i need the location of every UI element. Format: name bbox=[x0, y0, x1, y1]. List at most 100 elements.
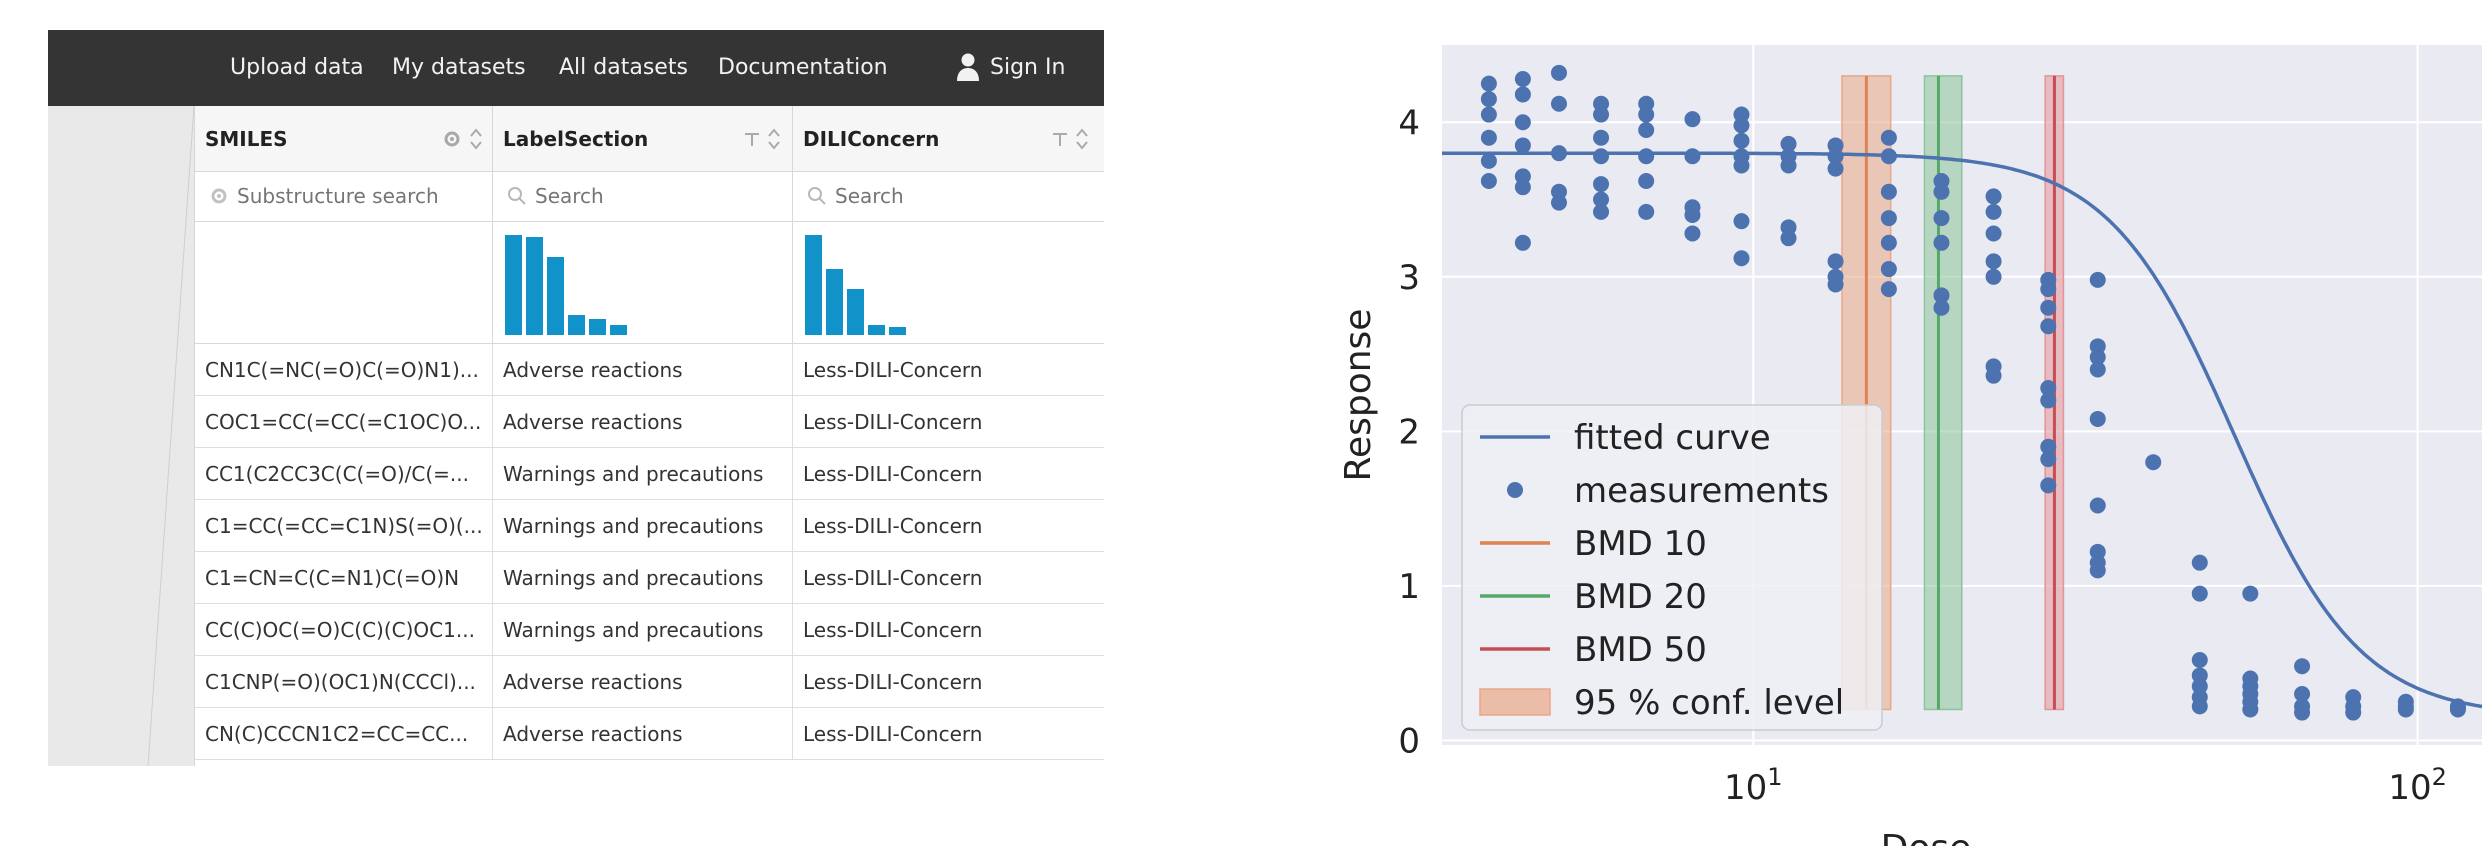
measurement-point bbox=[1780, 157, 1797, 174]
measurement-point bbox=[2040, 299, 2057, 316]
measurement-point bbox=[1514, 114, 1531, 131]
table-row[interactable]: COC1=CC(=CC(=C1OC)O... Adverse reactions L… bbox=[195, 396, 1104, 448]
table-row[interactable]: C1=CN=C(C=N1)C(=O)N Warnings and precauti… bbox=[195, 552, 1104, 604]
legend-entry-label: BMD 10 bbox=[1574, 524, 1707, 564]
measurement-point bbox=[1480, 106, 1497, 123]
table-row[interactable]: CC1(C2CC3C(C(=O)/C(=... Warnings and prec… bbox=[195, 448, 1104, 500]
nav-upload-data[interactable]: Upload data bbox=[230, 55, 364, 80]
legend-entry-label: fitted curve bbox=[1574, 418, 1771, 458]
chart-canvas: 0 1 2 3 4 101 102 Response Dose fitted curve measu… bbox=[1338, 45, 2482, 846]
measurement-point bbox=[1733, 132, 1750, 149]
table-row[interactable]: CN1C(=NC(=O)C(=O)N1)... Adverse reactions… bbox=[195, 344, 1104, 396]
histogram-bar[interactable] bbox=[847, 289, 864, 335]
labelsection-cell: Adverse reactions bbox=[493, 344, 793, 396]
sign-in-link[interactable]: Sign In bbox=[990, 55, 1066, 80]
user-icon[interactable] bbox=[956, 52, 980, 82]
measurement-point bbox=[1514, 86, 1531, 103]
table-row[interactable]: CN(C)CCCN1C2=CC=CC... Adverse reactions Le… bbox=[195, 708, 1104, 760]
filter-icon[interactable] bbox=[1051, 126, 1069, 152]
diliconcern-cell: Less-DILI-Concern bbox=[793, 500, 1104, 552]
measurement-point bbox=[1480, 152, 1497, 169]
dose-response-chart: 0 1 2 3 4 101 102 Response Dose fitted curve measu… bbox=[1310, 0, 2482, 846]
nav-all-datasets[interactable]: All datasets bbox=[559, 55, 688, 80]
histogram-diliconcern[interactable] bbox=[793, 222, 1104, 344]
measurement-point bbox=[1480, 75, 1497, 92]
measurement-point bbox=[1733, 157, 1750, 174]
table-row[interactable]: CC(C)OC(=O)C(C)(C)OC1... Warnings and pre… bbox=[195, 604, 1104, 656]
measurement-point bbox=[1827, 276, 1844, 293]
histogram-bar[interactable] bbox=[805, 235, 822, 335]
table-row[interactable]: C1=CC(=CC=C1N)S(=O)(... Warnings and prec… bbox=[195, 500, 1104, 552]
measurement-point bbox=[2089, 410, 2106, 427]
measurement-point bbox=[1593, 176, 1610, 193]
measurement-point bbox=[2294, 686, 2311, 703]
smiles-cell: CN1C(=NC(=O)C(=O)N1)... bbox=[195, 344, 493, 396]
y-axis-label: Response bbox=[1338, 309, 1379, 482]
fitted-curve-line bbox=[1442, 151, 2482, 709]
table-row[interactable]: C1CNP(=O)(OC1)N(CCCl)... Adverse reaction… bbox=[195, 656, 1104, 708]
measurement-point bbox=[1684, 148, 1701, 165]
measurement-point bbox=[2242, 701, 2259, 718]
legend-entry-label: BMD 50 bbox=[1574, 630, 1707, 670]
diliconcern-cell: Less-DILI-Concern bbox=[793, 552, 1104, 604]
measurement-point bbox=[1933, 210, 1950, 227]
sort-icon[interactable] bbox=[767, 125, 781, 153]
smiles-cell: COC1=CC(=CC(=C1OC)O... bbox=[195, 396, 493, 448]
measurement-point bbox=[2191, 652, 2208, 669]
histogram-bar[interactable] bbox=[505, 235, 522, 335]
column-header-smiles[interactable]: SMILES bbox=[195, 106, 493, 172]
nav-documentation[interactable]: Documentation bbox=[718, 55, 888, 80]
measurement-point bbox=[1514, 137, 1531, 154]
labelsection-search-input[interactable] bbox=[501, 178, 784, 214]
measurement-point bbox=[1880, 234, 1897, 251]
measurement-point bbox=[2191, 554, 2208, 571]
histogram-bar[interactable] bbox=[610, 325, 627, 335]
column-header-diliconcern[interactable]: DILIConcern bbox=[793, 106, 1104, 172]
legend-entry-label: 95 % conf. level bbox=[1574, 683, 1844, 723]
measurement-point bbox=[2191, 698, 2208, 715]
histogram-bar[interactable] bbox=[868, 325, 885, 335]
diliconcern-search-input[interactable] bbox=[801, 178, 1096, 214]
measurement-point bbox=[2397, 701, 2414, 718]
measurement-point bbox=[1933, 287, 1950, 304]
histogram-bar[interactable] bbox=[568, 315, 585, 335]
measurement-point bbox=[2089, 271, 2106, 288]
nav-my-datasets[interactable]: My datasets bbox=[392, 55, 526, 80]
histogram-labelsection[interactable] bbox=[493, 222, 793, 344]
measurement-point bbox=[1880, 281, 1897, 298]
y-tick-label: 0 bbox=[1398, 721, 1420, 761]
measurement-point bbox=[1985, 367, 2002, 384]
measurement-point bbox=[1684, 111, 1701, 128]
measurement-point bbox=[2242, 585, 2259, 602]
dataset-app: Upload data My datasets All datasets Doc… bbox=[48, 30, 1104, 766]
measurement-point bbox=[1550, 194, 1567, 211]
measurement-point bbox=[1933, 183, 1950, 200]
column-header-labelsection[interactable]: LabelSection bbox=[493, 106, 793, 172]
histogram-bar[interactable] bbox=[547, 257, 564, 335]
measurement-point bbox=[2294, 704, 2311, 721]
measurement-point bbox=[1985, 203, 2002, 220]
measurement-point bbox=[2089, 497, 2106, 514]
histogram-bar[interactable] bbox=[526, 237, 543, 335]
sort-icon[interactable] bbox=[1075, 125, 1089, 153]
sort-icon[interactable] bbox=[469, 125, 483, 153]
settings-icon[interactable] bbox=[443, 126, 461, 152]
legend-entry-label: measurements bbox=[1574, 471, 1829, 511]
filter-icon[interactable] bbox=[743, 126, 761, 152]
substructure-search-input[interactable] bbox=[203, 178, 484, 214]
diliconcern-cell: Less-DILI-Concern bbox=[793, 656, 1104, 708]
labelsection-cell: Adverse reactions bbox=[493, 708, 793, 760]
histogram-bar[interactable] bbox=[826, 269, 843, 335]
diliconcern-cell: Less-DILI-Concern bbox=[793, 344, 1104, 396]
smiles-cell: CC(C)OC(=O)C(C)(C)OC1... bbox=[195, 604, 493, 656]
column-title: SMILES bbox=[205, 127, 288, 151]
filter-cell-smiles bbox=[195, 172, 493, 222]
measurement-point bbox=[1985, 253, 2002, 270]
measurement-point bbox=[1480, 172, 1497, 189]
measurement-point bbox=[2089, 562, 2106, 579]
measurement-point bbox=[1514, 179, 1531, 196]
histogram-bar[interactable] bbox=[589, 319, 606, 335]
x-axis-label: Dose bbox=[1881, 828, 1972, 846]
measurement-point bbox=[1880, 148, 1897, 165]
histogram-bar[interactable] bbox=[889, 327, 906, 335]
